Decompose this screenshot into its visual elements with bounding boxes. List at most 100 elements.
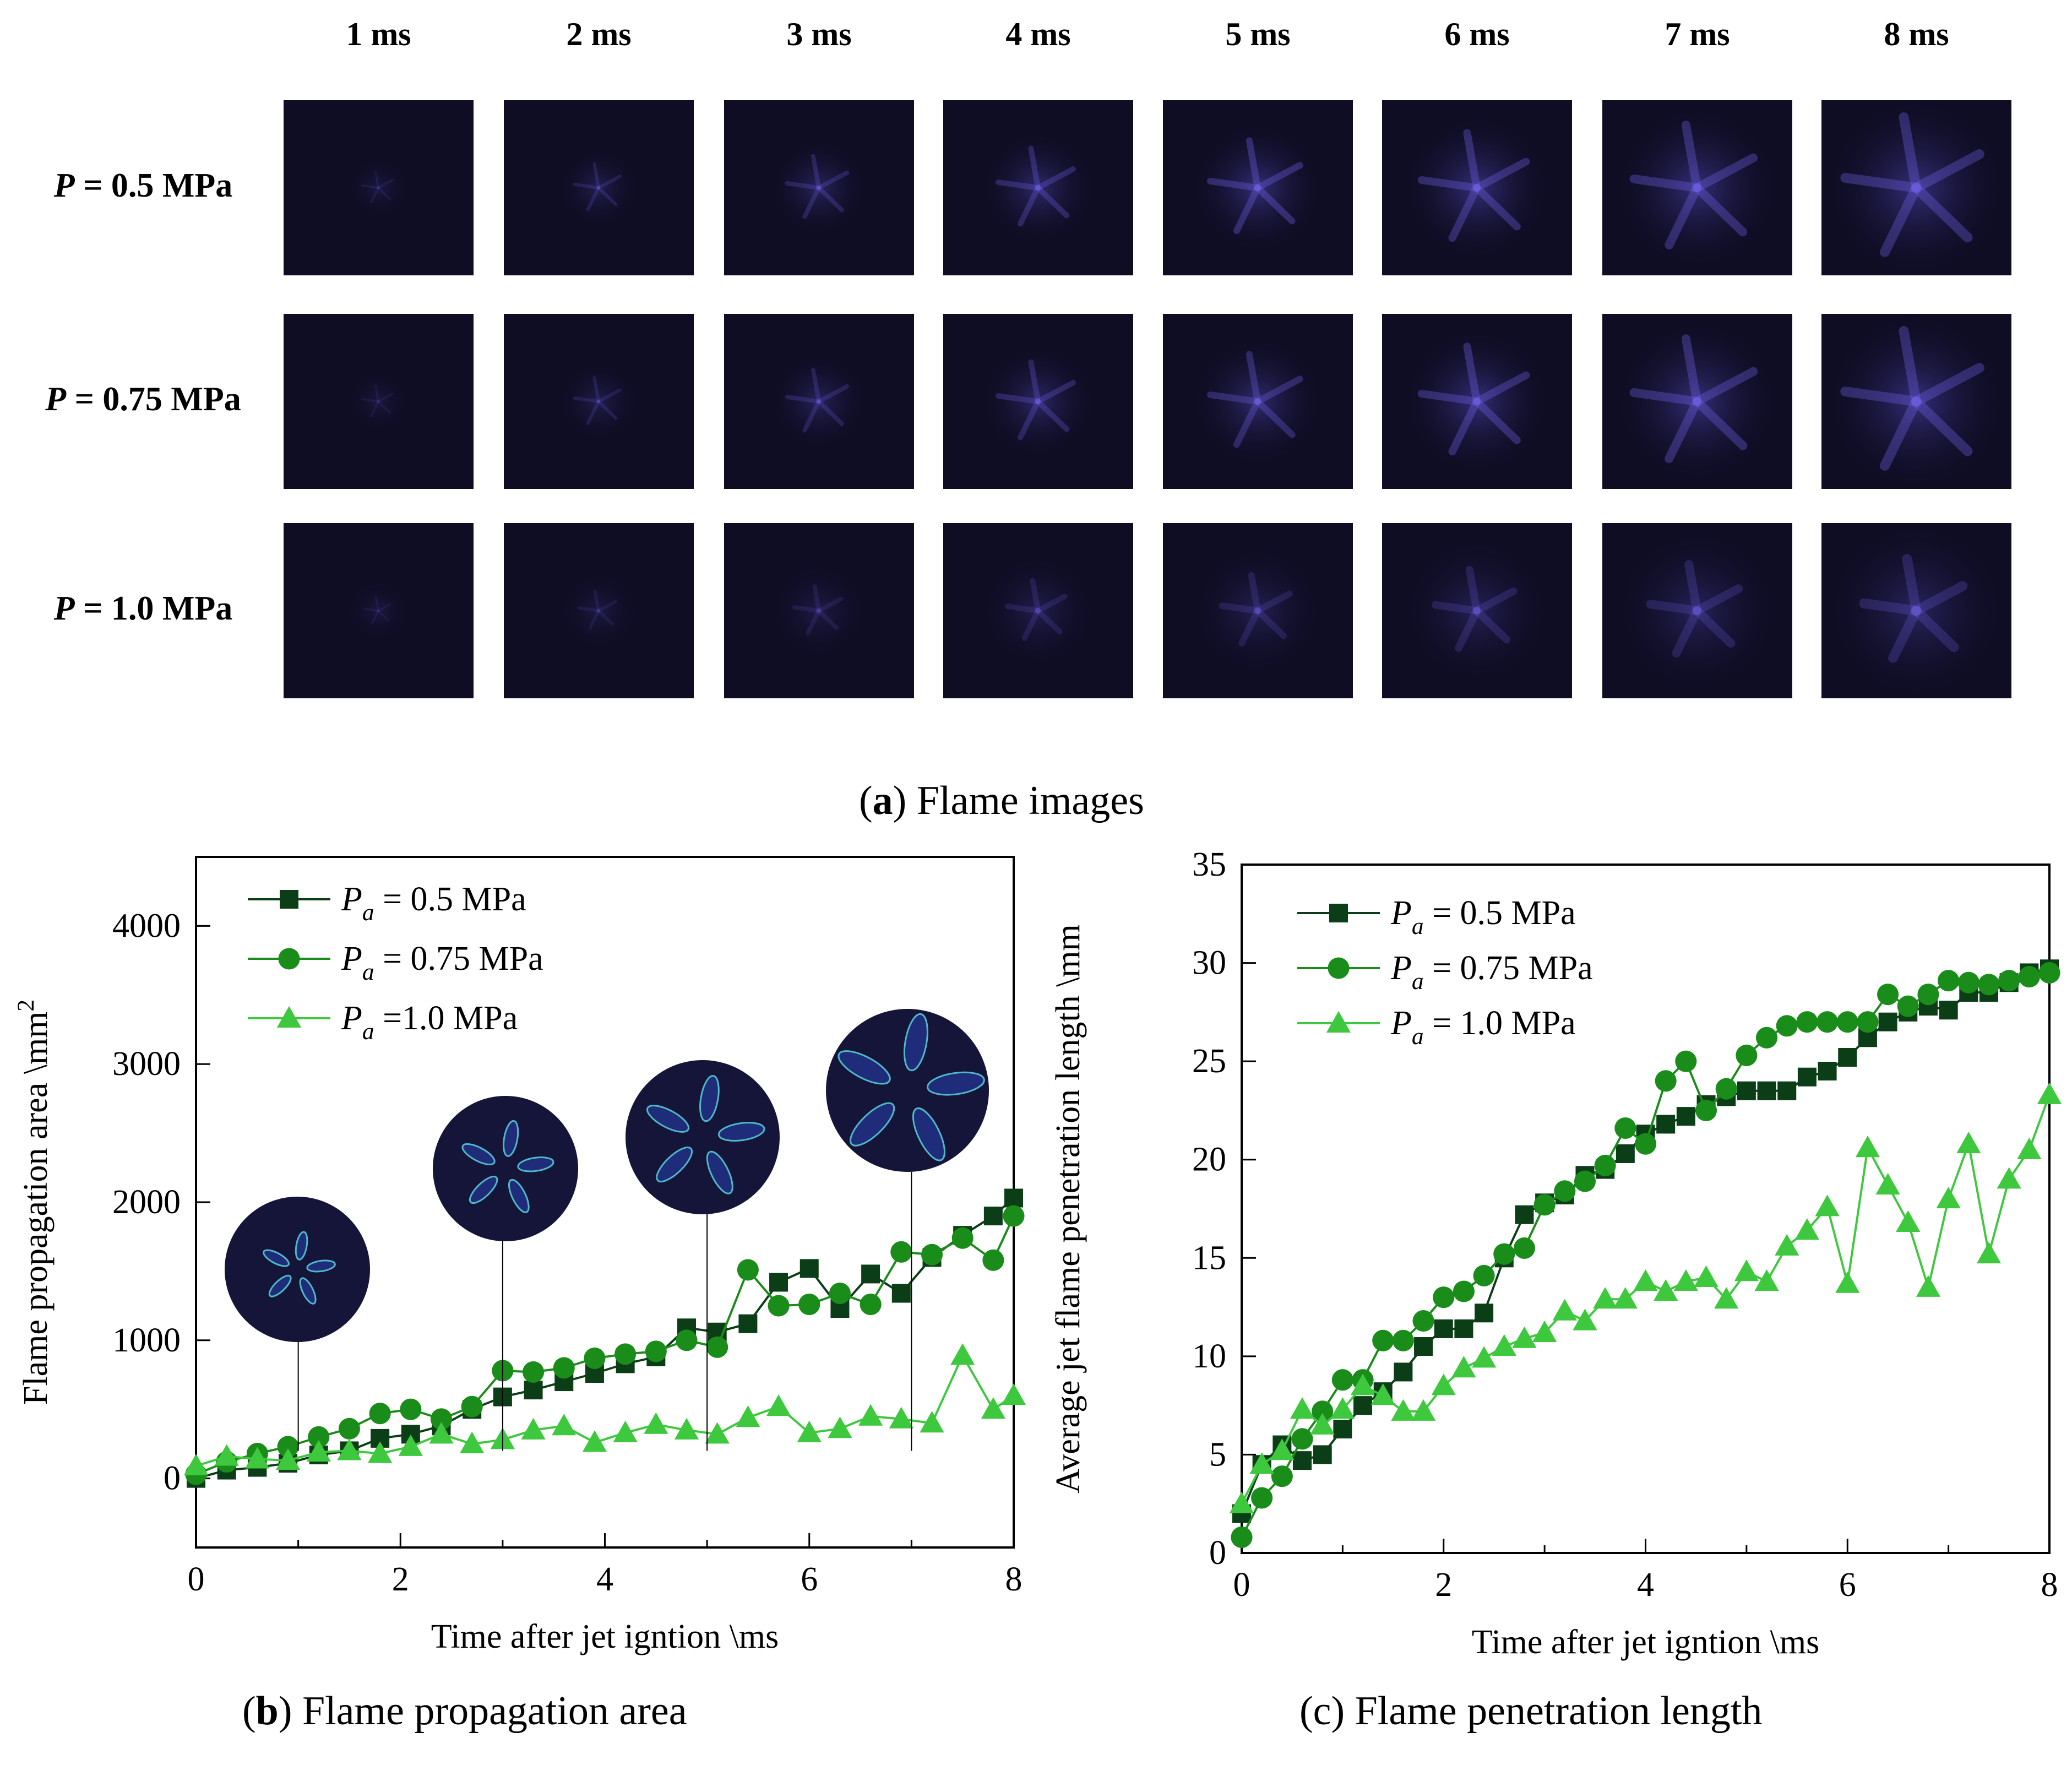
data-point bbox=[1473, 1264, 1495, 1286]
data-point bbox=[1270, 1438, 1295, 1460]
flame-image bbox=[284, 314, 474, 489]
flame-inset bbox=[826, 1009, 989, 1451]
data-point bbox=[1331, 1369, 1353, 1391]
column-label: 1 ms bbox=[346, 16, 411, 52]
data-point bbox=[1916, 1275, 1941, 1297]
column-label: 5 ms bbox=[1225, 16, 1291, 52]
inset-flame-lobe bbox=[903, 1013, 928, 1072]
data-point bbox=[2038, 962, 2060, 984]
data-point bbox=[183, 1453, 209, 1476]
flame-image bbox=[724, 314, 914, 489]
data-point bbox=[1329, 904, 1348, 922]
data-point bbox=[1633, 1269, 1658, 1291]
legend-value: =1.0 MPa bbox=[374, 1000, 518, 1037]
flame-image bbox=[1382, 523, 1572, 698]
data-point bbox=[737, 1259, 759, 1281]
data-point bbox=[1350, 1373, 1375, 1395]
y-tick-label: 2000 bbox=[112, 1183, 181, 1221]
inset-flame-lobe bbox=[306, 1259, 336, 1273]
legend-value: = 0.5 MPa bbox=[374, 881, 526, 918]
y-tick-label: 1000 bbox=[112, 1322, 181, 1359]
data-point bbox=[280, 890, 298, 909]
data-point bbox=[338, 1418, 360, 1440]
data-point bbox=[1371, 1383, 1395, 1405]
data-point bbox=[1896, 1210, 1921, 1232]
legend-symbol: P bbox=[1390, 949, 1412, 987]
flame-inset bbox=[626, 1060, 780, 1451]
data-point bbox=[1594, 1154, 1616, 1176]
data-point bbox=[798, 1294, 820, 1316]
data-point bbox=[1291, 1428, 1313, 1450]
data-point bbox=[861, 1264, 880, 1284]
row-label-value: = 1.0 MPa bbox=[74, 590, 233, 627]
legend-subscript: a bbox=[1412, 1023, 1424, 1050]
flame-image bbox=[284, 100, 474, 275]
flame-image bbox=[1163, 523, 1353, 698]
data-point bbox=[1815, 1194, 1840, 1217]
data-point bbox=[1411, 1399, 1436, 1421]
data-point bbox=[1734, 1259, 1759, 1281]
data-point bbox=[951, 1227, 974, 1249]
data-point bbox=[1513, 1237, 1535, 1259]
data-point bbox=[1394, 1362, 1413, 1382]
data-point bbox=[1936, 1187, 1961, 1209]
data-point bbox=[1251, 1487, 1273, 1509]
data-point bbox=[860, 1294, 882, 1316]
data-point bbox=[800, 1259, 819, 1278]
row-label-value: = 0.75 MPa bbox=[66, 381, 241, 418]
y-axis-label-main: Flame propagation area \mm bbox=[17, 1012, 55, 1405]
data-point bbox=[245, 1447, 270, 1469]
legend-symbol: P bbox=[341, 940, 362, 977]
flame-image bbox=[943, 100, 1133, 275]
row-label-symbol: P bbox=[53, 590, 75, 627]
data-point bbox=[1777, 1081, 1797, 1100]
data-point bbox=[1756, 1027, 1778, 1049]
data-point bbox=[1614, 1117, 1636, 1139]
data-point bbox=[1001, 1383, 1026, 1405]
series-line bbox=[195, 1353, 1015, 1467]
data-point bbox=[1492, 1334, 1516, 1356]
legend-subscript: a bbox=[362, 899, 374, 926]
legend-label: Pa = 1.0 MPa bbox=[1390, 1004, 1576, 1050]
caption-a-letter: a bbox=[872, 778, 893, 823]
flame-area-chart: 0 2 4 6 8 0 1000 2000 3000 4000 Time after jet ign… bbox=[13, 856, 1026, 1655]
data-point bbox=[1330, 1397, 1355, 1419]
flame-image bbox=[1382, 100, 1572, 275]
data-point bbox=[1313, 1445, 1332, 1464]
data-point bbox=[920, 1411, 944, 1433]
data-point bbox=[676, 1329, 698, 1351]
y-tick-label: 15 bbox=[1192, 1239, 1226, 1277]
inset-flame-lobe bbox=[717, 1122, 765, 1142]
data-point bbox=[277, 1436, 299, 1458]
data-point bbox=[645, 1340, 667, 1362]
data-point bbox=[1715, 1078, 1737, 1100]
data-point bbox=[1451, 1356, 1476, 1378]
legend-symbol: P bbox=[1390, 1004, 1412, 1042]
inset-flame-lobe bbox=[469, 1175, 498, 1204]
series-2 bbox=[185, 1205, 1025, 1485]
inset-flame-lobe bbox=[503, 1120, 519, 1157]
data-point bbox=[1754, 1269, 1779, 1291]
caption-c-text: (c) Flame penetration length bbox=[1299, 1688, 1763, 1734]
inset-flame-lobe bbox=[295, 1231, 308, 1261]
data-point bbox=[1434, 1319, 1453, 1338]
column-label: 4 ms bbox=[1005, 16, 1071, 52]
data-point bbox=[429, 1422, 454, 1444]
data-point bbox=[1817, 1011, 1839, 1033]
data-point bbox=[890, 1241, 912, 1263]
caption-a-text: Flame images bbox=[906, 778, 1144, 823]
data-point bbox=[768, 1295, 790, 1317]
data-point bbox=[552, 1414, 577, 1436]
row-label: P = 1.0 MPa bbox=[0, 589, 286, 628]
data-point bbox=[1293, 1451, 1312, 1470]
data-point bbox=[613, 1420, 638, 1442]
legend-label: Pa = 0.75 MPa bbox=[341, 940, 543, 985]
inset-flame-lobe bbox=[646, 1105, 689, 1133]
x-tick-label: 2 bbox=[392, 1561, 409, 1598]
y-tick-label: 0 bbox=[164, 1460, 181, 1497]
flame-image bbox=[504, 100, 694, 275]
data-point bbox=[1554, 1180, 1576, 1202]
data-point bbox=[214, 1444, 239, 1466]
data-point bbox=[275, 1448, 301, 1470]
data-point bbox=[1493, 1243, 1515, 1265]
